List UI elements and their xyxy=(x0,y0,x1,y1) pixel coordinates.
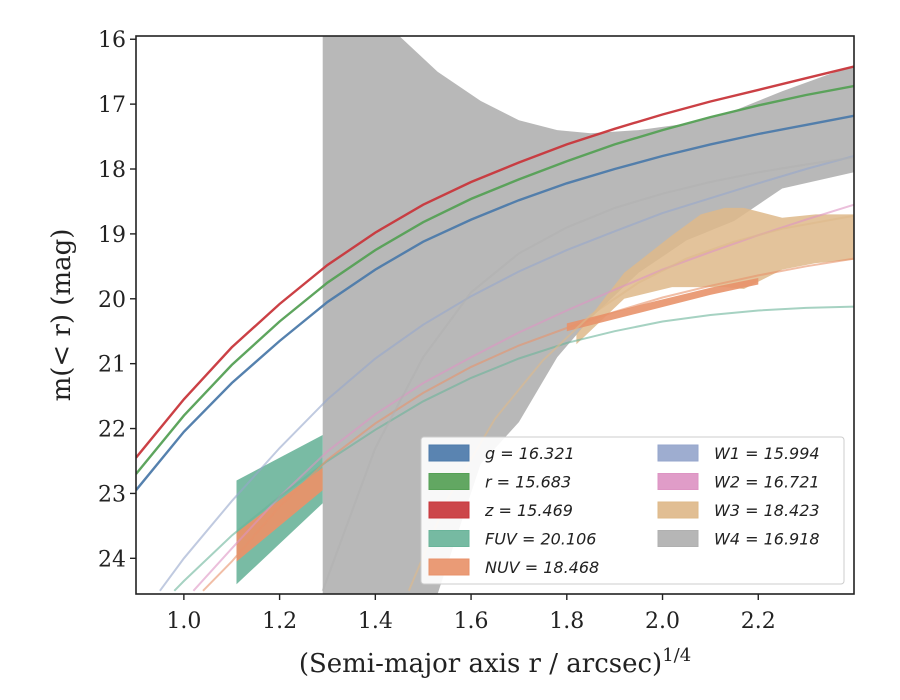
x-tick-label: 2.0 xyxy=(645,609,680,634)
plot-frame xyxy=(135,35,855,595)
legend-swatch-w2 xyxy=(657,473,699,490)
legend-swatch-w1 xyxy=(657,444,699,462)
legend-swatch-g xyxy=(428,444,470,462)
y-tick-label: 17 xyxy=(98,93,126,118)
legend-swatch-nuv xyxy=(428,558,470,576)
legend: g = 16.321 r = 15.683 z = 15.469 FUV = 20.1… xyxy=(420,436,845,585)
curve-w1 xyxy=(159,155,854,592)
x-tick-label: 1.2 xyxy=(262,609,297,634)
band-w3 xyxy=(576,207,854,345)
y-axis-title: m(< r) (mag) xyxy=(47,229,77,402)
x-tick-label: 2.2 xyxy=(741,609,776,634)
legend-label-w1: W1 = 15.994 xyxy=(714,444,820,463)
y-tick-label: 24 xyxy=(98,547,126,572)
curve-g xyxy=(136,114,854,491)
legend-swatch-w3 xyxy=(657,501,699,519)
legend-swatch-fuv xyxy=(428,530,470,547)
y-axis-ticks: 16 17 18 19 20 21 22 23 24 xyxy=(98,28,136,572)
curve-w2 xyxy=(192,203,854,592)
x-tick-label: 1.8 xyxy=(549,609,584,634)
curve-r xyxy=(136,84,854,475)
band-nuv-far xyxy=(566,278,759,332)
curve-z xyxy=(136,65,854,459)
x-tick-label: 1.4 xyxy=(358,609,393,634)
band-nuv xyxy=(236,467,323,562)
legend-label-r: r = 15.683 xyxy=(485,473,571,492)
x-axis-ticks: 1.0 1.2 1.4 1.6 1.8 2.0 2.2 xyxy=(166,594,776,634)
x-axis-title-superscript: 1/4 xyxy=(662,645,691,666)
y-tick-label: 22 xyxy=(98,418,126,443)
x-tick-label: 1.0 xyxy=(166,609,201,634)
legend-label-w4: W4 = 16.918 xyxy=(714,530,820,549)
x-axis-title: (Semi-major axis r / arcsec)1/4 xyxy=(299,645,691,679)
legend-label-fuv: FUV = 20.106 xyxy=(485,530,596,549)
legend-label-nuv: NUV = 18.468 xyxy=(485,558,599,577)
curve-fuv xyxy=(173,305,854,592)
legend-label-g: g = 16.321 xyxy=(485,444,575,463)
legend-box xyxy=(420,436,845,585)
magnitude-curves xyxy=(136,65,854,592)
curve-nuv xyxy=(202,257,854,592)
y-tick-label: 23 xyxy=(98,482,126,507)
y-tick-label: 21 xyxy=(98,353,126,378)
y-tick-label: 16 xyxy=(98,28,126,53)
legend-label-w3: W3 = 18.423 xyxy=(714,501,820,520)
x-axis-title-main: (Semi-major axis r / arcsec) xyxy=(299,649,662,679)
legend-label-w2: W2 = 16.721 xyxy=(714,473,820,492)
curve-w4 xyxy=(321,156,854,592)
y-tick-label: 18 xyxy=(98,158,126,183)
legend-label-z: z = 15.469 xyxy=(484,501,573,520)
legend-swatch-w4 xyxy=(657,530,699,547)
y-tick-label: 20 xyxy=(98,288,126,313)
legend-swatch-r xyxy=(428,473,470,490)
x-tick-label: 1.6 xyxy=(454,609,489,634)
legend-swatch-z xyxy=(428,501,470,519)
y-tick-label: 19 xyxy=(98,223,126,248)
